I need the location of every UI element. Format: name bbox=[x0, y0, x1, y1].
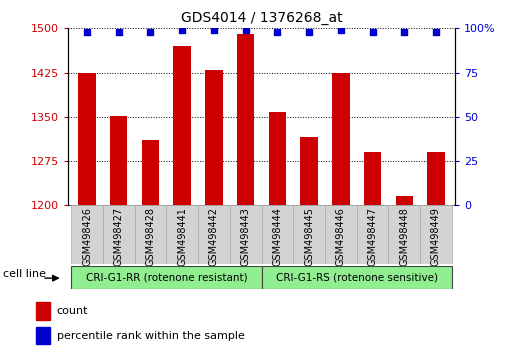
Text: GSM498444: GSM498444 bbox=[272, 207, 282, 266]
Point bbox=[337, 27, 345, 33]
Point bbox=[242, 27, 250, 33]
Point bbox=[400, 29, 408, 35]
Bar bbox=[262, 266, 452, 289]
Bar bbox=[293, 205, 325, 264]
Bar bbox=[198, 205, 230, 264]
Bar bbox=[357, 205, 389, 264]
Text: GSM498426: GSM498426 bbox=[82, 207, 92, 266]
Bar bbox=[166, 205, 198, 264]
Bar bbox=[395, 196, 413, 205]
Bar bbox=[71, 205, 103, 264]
Text: CRI-G1-RS (rotenone sensitive): CRI-G1-RS (rotenone sensitive) bbox=[276, 272, 438, 282]
Text: GSM498441: GSM498441 bbox=[177, 207, 187, 266]
Text: GSM498443: GSM498443 bbox=[241, 207, 251, 266]
Bar bbox=[300, 137, 318, 205]
Text: GSM498442: GSM498442 bbox=[209, 207, 219, 266]
Bar bbox=[237, 34, 254, 205]
Bar bbox=[332, 73, 349, 205]
Bar bbox=[134, 205, 166, 264]
Text: CRI-G1-RR (rotenone resistant): CRI-G1-RR (rotenone resistant) bbox=[86, 272, 247, 282]
Bar bbox=[174, 46, 191, 205]
Text: GSM498448: GSM498448 bbox=[399, 207, 410, 266]
Text: GSM498447: GSM498447 bbox=[368, 207, 378, 266]
Text: GSM498428: GSM498428 bbox=[145, 207, 155, 266]
Bar bbox=[420, 205, 452, 264]
Point bbox=[115, 29, 123, 35]
Bar bbox=[205, 70, 223, 205]
Text: percentile rank within the sample: percentile rank within the sample bbox=[57, 331, 245, 341]
Point bbox=[368, 29, 377, 35]
Bar bbox=[427, 152, 445, 205]
Bar bbox=[142, 141, 159, 205]
Text: GSM498446: GSM498446 bbox=[336, 207, 346, 266]
Bar bbox=[364, 152, 381, 205]
Bar bbox=[269, 112, 286, 205]
Text: GSM498445: GSM498445 bbox=[304, 207, 314, 266]
Point bbox=[273, 29, 281, 35]
Text: count: count bbox=[57, 306, 88, 316]
Bar bbox=[71, 266, 262, 289]
Title: GDS4014 / 1376268_at: GDS4014 / 1376268_at bbox=[180, 11, 343, 24]
Point bbox=[83, 29, 91, 35]
Bar bbox=[78, 73, 96, 205]
Bar bbox=[103, 205, 134, 264]
Bar bbox=[36, 327, 50, 344]
Point bbox=[432, 29, 440, 35]
Point bbox=[146, 29, 155, 35]
Bar bbox=[389, 205, 420, 264]
Bar bbox=[262, 205, 293, 264]
Text: GSM498427: GSM498427 bbox=[113, 207, 124, 266]
Text: GSM498449: GSM498449 bbox=[431, 207, 441, 266]
Point bbox=[178, 27, 186, 33]
Bar bbox=[325, 205, 357, 264]
Bar bbox=[110, 116, 128, 205]
Bar bbox=[36, 302, 50, 320]
Text: cell line: cell line bbox=[4, 269, 47, 279]
Point bbox=[210, 27, 218, 33]
Bar bbox=[230, 205, 262, 264]
Point bbox=[305, 29, 313, 35]
